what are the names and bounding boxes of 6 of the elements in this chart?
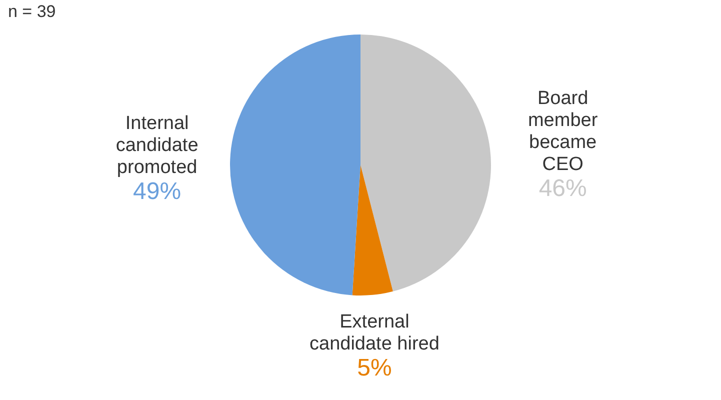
data-label: 5%	[357, 354, 392, 382]
text: n = 39	[8, 2, 56, 22]
slice-label: Internal candidate promoted	[116, 113, 198, 178]
slice-label: Board member became CEO	[528, 88, 598, 176]
slice-label: External candidate hired	[310, 312, 440, 355]
data-label: 49%	[133, 178, 182, 205]
